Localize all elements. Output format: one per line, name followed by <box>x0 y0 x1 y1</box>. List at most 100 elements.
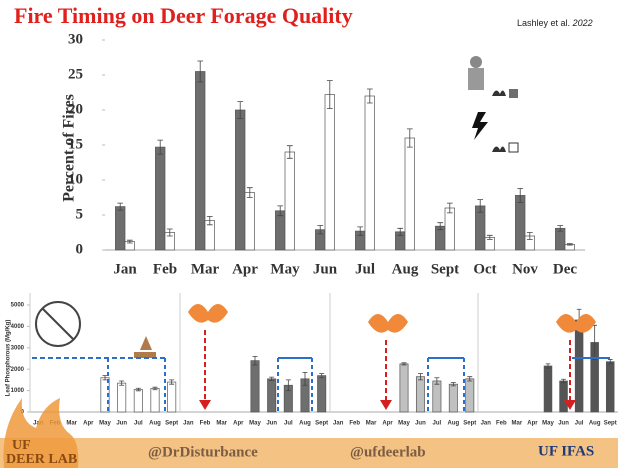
x-tick-label: Sept <box>165 421 178 427</box>
error-bar <box>277 205 284 217</box>
x-tick-label: Jun <box>313 261 338 277</box>
x-tick-label: Oct <box>473 261 496 277</box>
x-tick-label: Jun <box>558 421 569 427</box>
error-bar <box>545 363 551 369</box>
legend-swatch <box>508 142 519 153</box>
bar <box>515 195 526 251</box>
error-bar <box>467 376 473 382</box>
y-tick-label: 3000 <box>11 345 25 351</box>
bar <box>244 192 255 251</box>
error-bar <box>607 359 613 365</box>
x-tick-label: Jun <box>266 421 277 427</box>
error-bar <box>246 187 253 198</box>
error-bar <box>517 188 524 203</box>
x-tick-label: Jun <box>116 421 127 427</box>
bar <box>133 389 143 413</box>
y-tick-label: 15 <box>68 136 83 152</box>
bar <box>605 361 615 413</box>
x-tick-label: Jul <box>134 421 143 427</box>
bar <box>399 363 409 413</box>
icon-person <box>468 68 484 90</box>
bar <box>448 383 458 413</box>
x-tick-label: Jan <box>481 421 492 427</box>
y-tick-label: 1000 <box>11 388 25 394</box>
bar <box>317 375 327 413</box>
x-tick-label: Sept <box>431 261 459 277</box>
bar <box>415 376 425 413</box>
bar <box>267 378 277 413</box>
bar <box>195 71 206 251</box>
error-bar <box>166 228 173 237</box>
error-bar <box>319 373 325 379</box>
x-tick-label: Apr <box>83 421 94 427</box>
x-tick-label: Jul <box>284 421 293 427</box>
error-bar <box>117 202 124 211</box>
arrow-head <box>380 400 392 410</box>
x-tick-label: Apr <box>232 261 258 277</box>
x-tick-label: Aug <box>299 421 311 427</box>
chart-title: Fire Timing on Deer Forage Quality <box>14 3 353 28</box>
x-tick-label: Jun <box>415 421 426 427</box>
bar <box>235 109 246 251</box>
icon-person <box>470 56 482 68</box>
error-bar <box>434 377 440 385</box>
error-bar <box>406 128 413 148</box>
error-bar <box>326 80 333 109</box>
x-tick-label: May <box>99 421 111 427</box>
bar <box>364 95 375 251</box>
error-bar <box>357 226 364 236</box>
icon-fire <box>492 146 506 152</box>
bar <box>432 380 442 413</box>
x-tick-label: Mar <box>191 261 220 277</box>
error-bar <box>446 202 453 214</box>
error-bar <box>566 243 573 246</box>
error-bar <box>317 225 324 235</box>
x-tick-label: Feb <box>349 421 360 427</box>
error-bar <box>561 378 566 384</box>
x-tick-label: Jul <box>433 421 442 427</box>
legend <box>468 56 519 153</box>
y-tick-label: 25 <box>68 66 83 82</box>
y-tick-label: 0 <box>76 241 84 257</box>
x-tick-label: Feb <box>200 421 211 427</box>
brand: UF IFAS <box>538 443 594 459</box>
error-bar <box>237 101 244 119</box>
icon-lightning <box>472 112 488 140</box>
bar <box>555 227 566 251</box>
bar <box>324 94 335 251</box>
y-tick-label: 20 <box>68 101 83 117</box>
error-bar <box>102 375 108 381</box>
x-tick-label: Mar <box>366 421 377 427</box>
lab-name: UF <box>12 438 31 453</box>
citation-authors: Lashley et al. <box>517 18 570 28</box>
error-bar <box>269 376 275 381</box>
error-bar <box>169 379 175 385</box>
arrow-head <box>199 400 211 410</box>
x-tick-label: Sept <box>604 421 617 427</box>
bar <box>275 210 286 251</box>
error-bar <box>119 380 125 386</box>
error-bar <box>152 386 158 391</box>
x-tick-label: Jul <box>355 261 375 277</box>
error-bar <box>252 355 258 366</box>
bar <box>155 146 166 251</box>
error-bar <box>477 199 484 213</box>
error-bar <box>557 225 564 232</box>
x-tick-label: Mar <box>216 421 227 427</box>
error-bar <box>486 234 493 240</box>
fire-icon <box>188 304 228 323</box>
bar <box>404 137 415 251</box>
x-tick-label: Apr <box>527 421 538 427</box>
x-tick-label: Sept <box>315 421 328 427</box>
bar <box>167 381 177 413</box>
error-bar <box>285 379 291 391</box>
lab-name: DEER LAB <box>6 452 77 467</box>
error-bar <box>397 227 404 236</box>
x-tick-label: Nov <box>512 261 538 277</box>
error-bar <box>197 60 204 83</box>
x-tick-label: Apr <box>382 421 393 427</box>
citation-year: 2022 <box>572 18 593 28</box>
error-bar <box>135 387 141 392</box>
error-bar <box>126 239 133 244</box>
icon-fire <box>492 90 506 96</box>
